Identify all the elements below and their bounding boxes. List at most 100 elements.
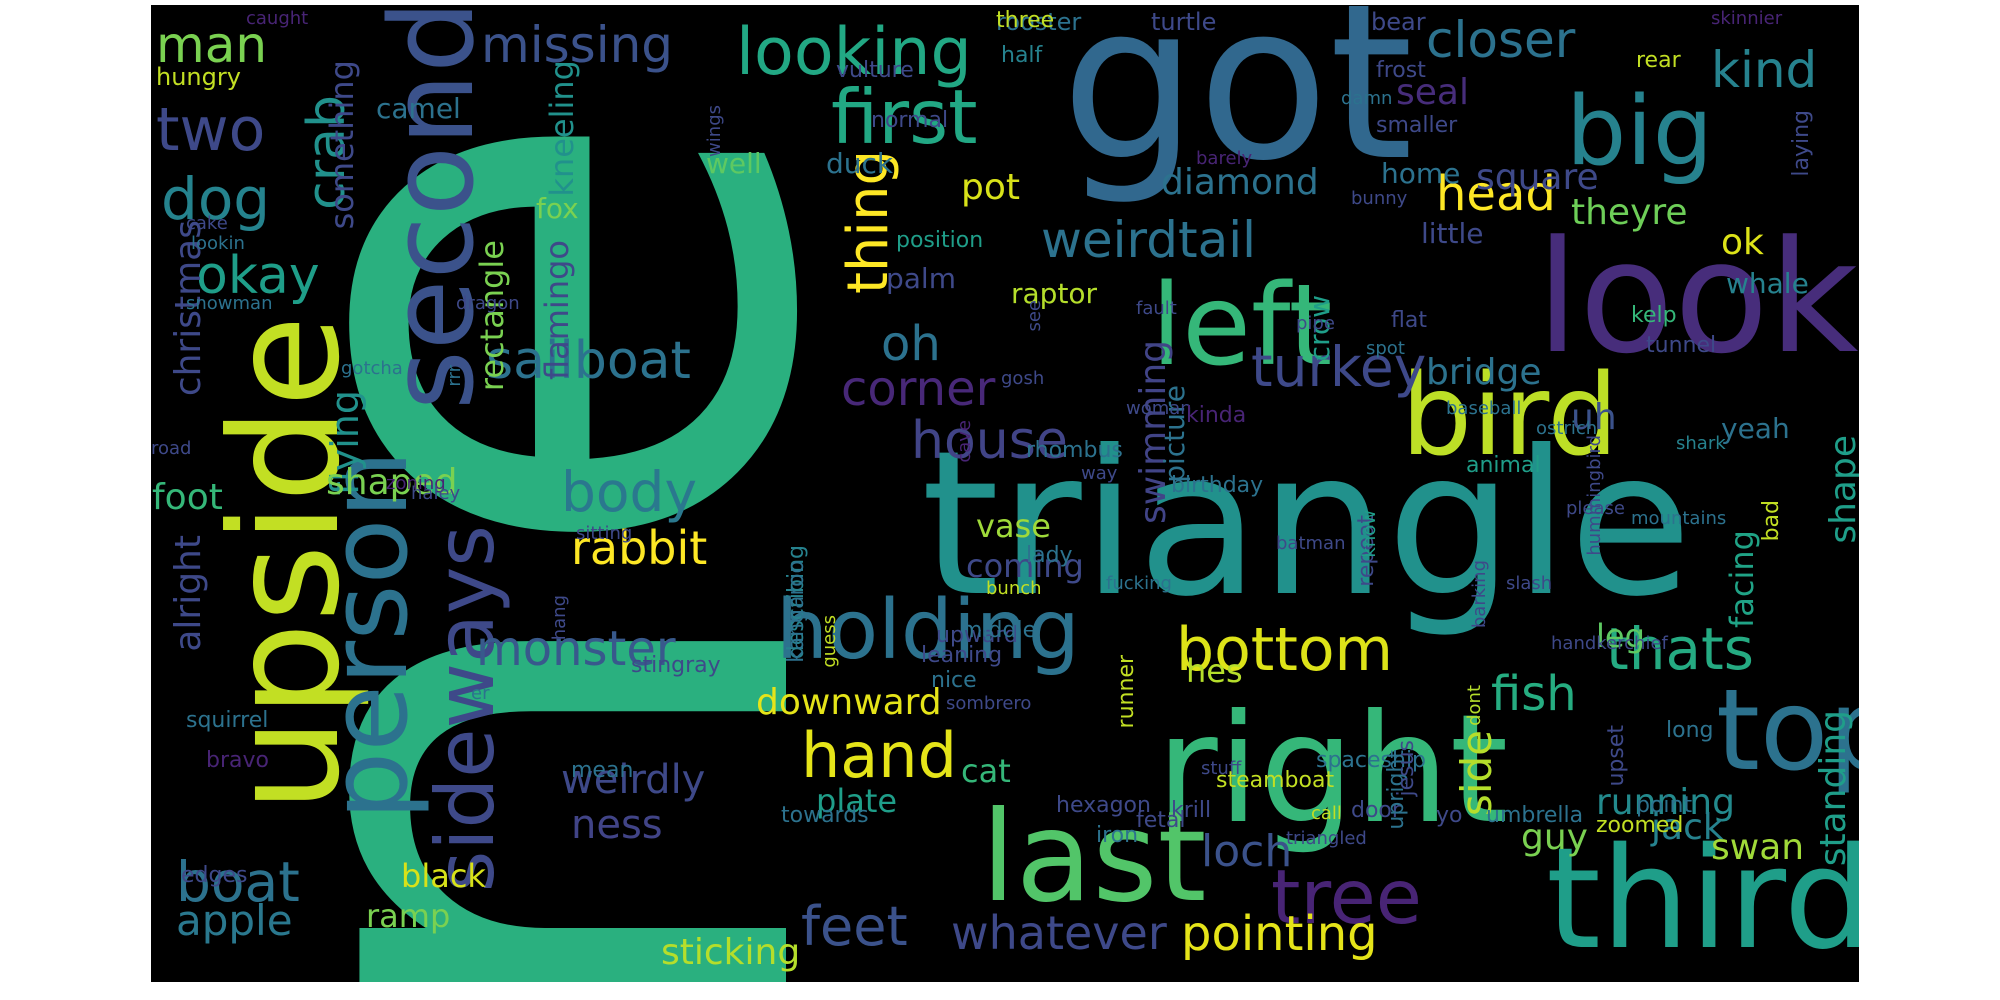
- word-shape: shape: [1823, 435, 1859, 544]
- word-feet: feet: [801, 895, 908, 958]
- word-normal: normal: [871, 108, 949, 133]
- word-call: call: [1311, 803, 1342, 824]
- word-position: position: [896, 228, 984, 253]
- word-downward: downward: [756, 682, 942, 723]
- word-leg: leg: [1596, 617, 1645, 655]
- word-slash: slash: [1506, 573, 1553, 594]
- word-flat: flat: [1391, 308, 1427, 333]
- word-caught: caught: [246, 8, 309, 29]
- word-swan: swan: [1711, 827, 1805, 868]
- word-haley: haley: [411, 483, 461, 504]
- word-snowman: snowman: [186, 293, 273, 314]
- word-lady: lady: [1026, 543, 1073, 568]
- word-fetal: fetal: [1136, 808, 1186, 833]
- word-cloud: onetrianglegotlooksrightupsidethirdlasts…: [151, 5, 1859, 982]
- word-turkey: turkey: [1251, 335, 1427, 399]
- word-wings: wings: [704, 105, 725, 157]
- word-handkerchief: handkerchief: [1551, 633, 1668, 654]
- word-krill: krill: [1171, 798, 1212, 823]
- word-er: er: [471, 683, 490, 704]
- word-well: well: [706, 147, 762, 180]
- word-camel: camel: [376, 92, 461, 125]
- word-kind: kind: [1711, 41, 1818, 99]
- word-monster: monster: [476, 621, 676, 677]
- word-bunny: bunny: [1351, 188, 1408, 209]
- word-hang: hang: [549, 595, 570, 641]
- word-man: man: [156, 16, 268, 74]
- word-bravo: bravo: [206, 748, 269, 773]
- word-first: first: [831, 73, 978, 161]
- word-bunch: bunch: [986, 578, 1042, 599]
- word-kelp: kelp: [1631, 303, 1677, 328]
- word-see: see: [1024, 300, 1045, 332]
- word-three: three: [996, 8, 1055, 33]
- word-rectangle: rectangle: [473, 240, 511, 392]
- word-fox: fox: [536, 192, 579, 225]
- word-theyre: theyre: [1571, 192, 1688, 233]
- word-mean: mean: [571, 758, 634, 783]
- word-okay: okay: [196, 246, 320, 306]
- word-hungry: hungry: [156, 63, 241, 91]
- word-point: point: [1636, 793, 1693, 818]
- word-sideways: sideways: [419, 525, 512, 893]
- word-leaning: leaning: [921, 643, 1003, 668]
- word-guess: guess: [819, 615, 840, 668]
- word-bridge: bridge: [1426, 352, 1542, 393]
- word-flamingo: flamingo: [538, 240, 576, 380]
- word-turtle: turtle: [1151, 8, 1217, 36]
- word-palm: palm: [886, 262, 956, 295]
- word-bird: bird: [1401, 351, 1619, 481]
- word-stuff: stuff: [1201, 758, 1242, 779]
- word-hes: hes: [1186, 652, 1243, 690]
- word-pot: pot: [961, 167, 1020, 208]
- word-body: body: [561, 460, 698, 524]
- word-dog: dog: [161, 165, 271, 233]
- word-barking: barking: [1469, 560, 1490, 629]
- word-head: head: [1436, 166, 1556, 222]
- word-towards: towards: [781, 803, 869, 828]
- word-dont: dont: [1464, 685, 1485, 726]
- word-two: two: [156, 95, 266, 165]
- word-shark: shark: [1676, 433, 1726, 454]
- word-long: long: [1666, 718, 1714, 743]
- word-facing: facing: [1723, 530, 1761, 628]
- word-yeah: yeah: [1721, 412, 1790, 445]
- word-dragon: dragon: [456, 293, 520, 314]
- word-looks: looks: [1536, 207, 1859, 388]
- word-thats: thats: [1606, 615, 1755, 683]
- word-skinnier: skinnier: [1711, 8, 1783, 29]
- word-know: know: [1359, 510, 1380, 558]
- word-rrr: rrr: [444, 365, 465, 387]
- word-rhombus: rhombus: [1026, 438, 1123, 463]
- word-bottom: bottom: [1176, 615, 1394, 685]
- word-loch: loch: [1201, 826, 1293, 877]
- word-runner: runner: [1114, 655, 1139, 729]
- word-kneeling: kneeling: [543, 60, 581, 197]
- word-person: person: [307, 450, 432, 821]
- word-uh: uh: [1571, 397, 1617, 438]
- word-please: please: [1566, 498, 1625, 519]
- word-cave: cave: [954, 420, 975, 463]
- word-got: got: [1061, 5, 1414, 208]
- word-gosh: gosh: [1001, 368, 1045, 389]
- word-vase: vase: [976, 507, 1051, 545]
- word-rabbit: rabbit: [571, 521, 708, 575]
- word-bad: bad: [1759, 500, 1784, 542]
- word-way: way: [1081, 463, 1118, 484]
- word-frost: frost: [1376, 58, 1426, 83]
- word-jesus: jesus: [1394, 740, 1419, 797]
- word-plate: plate: [816, 782, 898, 820]
- word-stingray: stingray: [631, 653, 721, 678]
- word-raptor: raptor: [1011, 277, 1098, 310]
- word-zoning: zoning: [386, 473, 446, 494]
- word-guy: guy: [1521, 817, 1588, 858]
- word-spaceship: spaceship: [1316, 748, 1427, 773]
- word-half: half: [1001, 43, 1043, 68]
- word-road: road: [151, 438, 192, 459]
- word-pipe: pipe: [1296, 313, 1335, 334]
- word-last: last: [981, 785, 1207, 930]
- word-black: black: [401, 857, 486, 895]
- word-fault: fault: [1136, 298, 1177, 319]
- word-big: big: [1566, 77, 1713, 187]
- word-home: home: [1381, 157, 1461, 190]
